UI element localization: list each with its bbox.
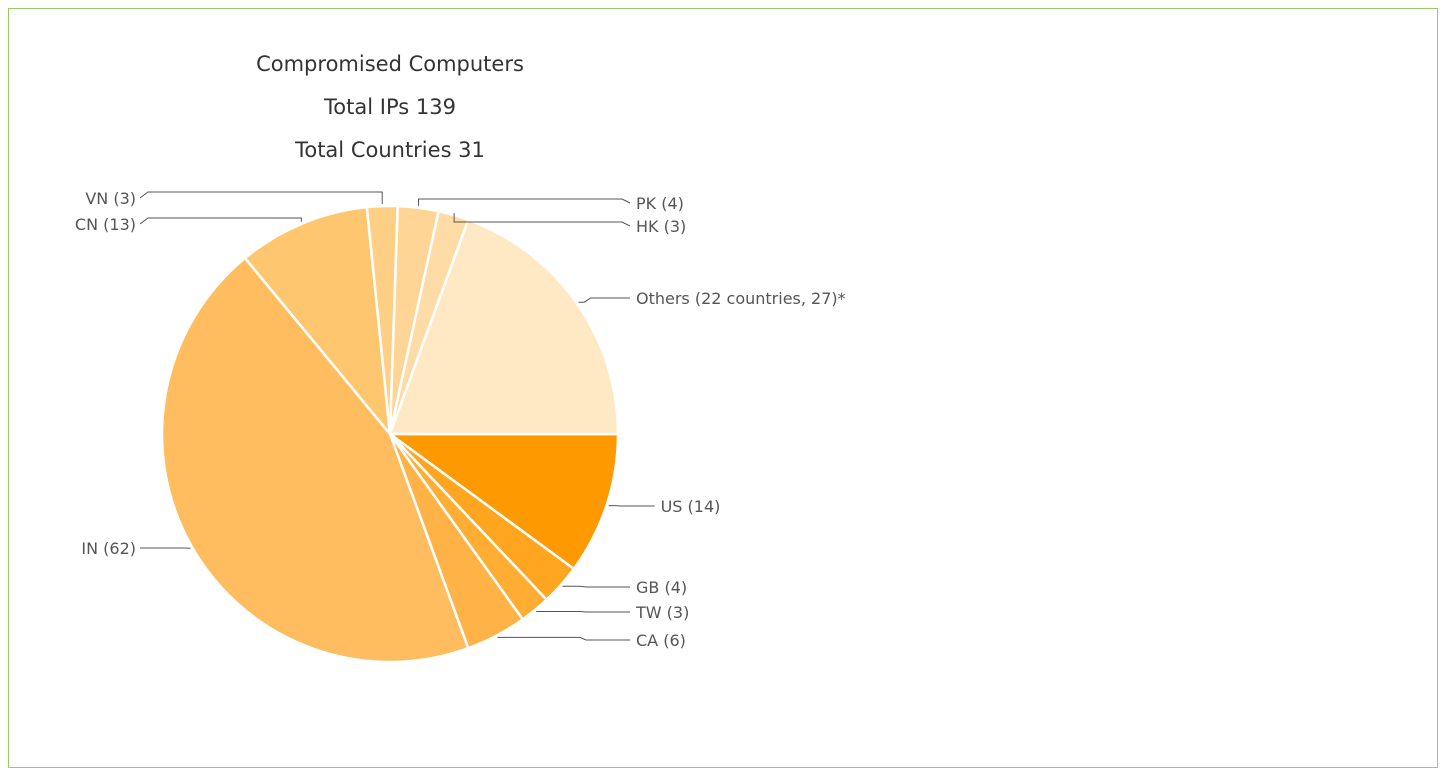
leader-line-ca — [497, 637, 630, 640]
slice-label-cn: CN (13) — [75, 215, 136, 234]
chart-title-line-3: Total Countries 31 — [294, 138, 485, 162]
pie-slices — [162, 206, 618, 662]
leader-line-tw — [536, 612, 630, 613]
slice-label-vn: VN (3) — [85, 189, 136, 208]
leader-line-pk — [419, 199, 631, 206]
leader-line-vn — [140, 192, 382, 204]
slice-label-ca: CA (6) — [636, 631, 686, 650]
leader-line-cn — [140, 218, 301, 224]
slice-label-hk: HK (3) — [636, 217, 686, 236]
slice-label-us: US (14) — [661, 497, 721, 516]
slice-label-in: IN (62) — [81, 539, 136, 558]
slice-label-tw: TW (3) — [635, 603, 689, 622]
leader-line-others — [579, 298, 631, 302]
chart-title-line-1: Compromised Computers — [256, 52, 524, 76]
chart-title-line-2: Total IPs 139 — [323, 95, 456, 119]
leader-line-gb — [562, 586, 630, 587]
slice-label-pk: PK (4) — [636, 194, 684, 213]
slice-label-others: Others (22 countries, 27)* — [636, 289, 846, 308]
slice-label-gb: GB (4) — [636, 578, 687, 597]
